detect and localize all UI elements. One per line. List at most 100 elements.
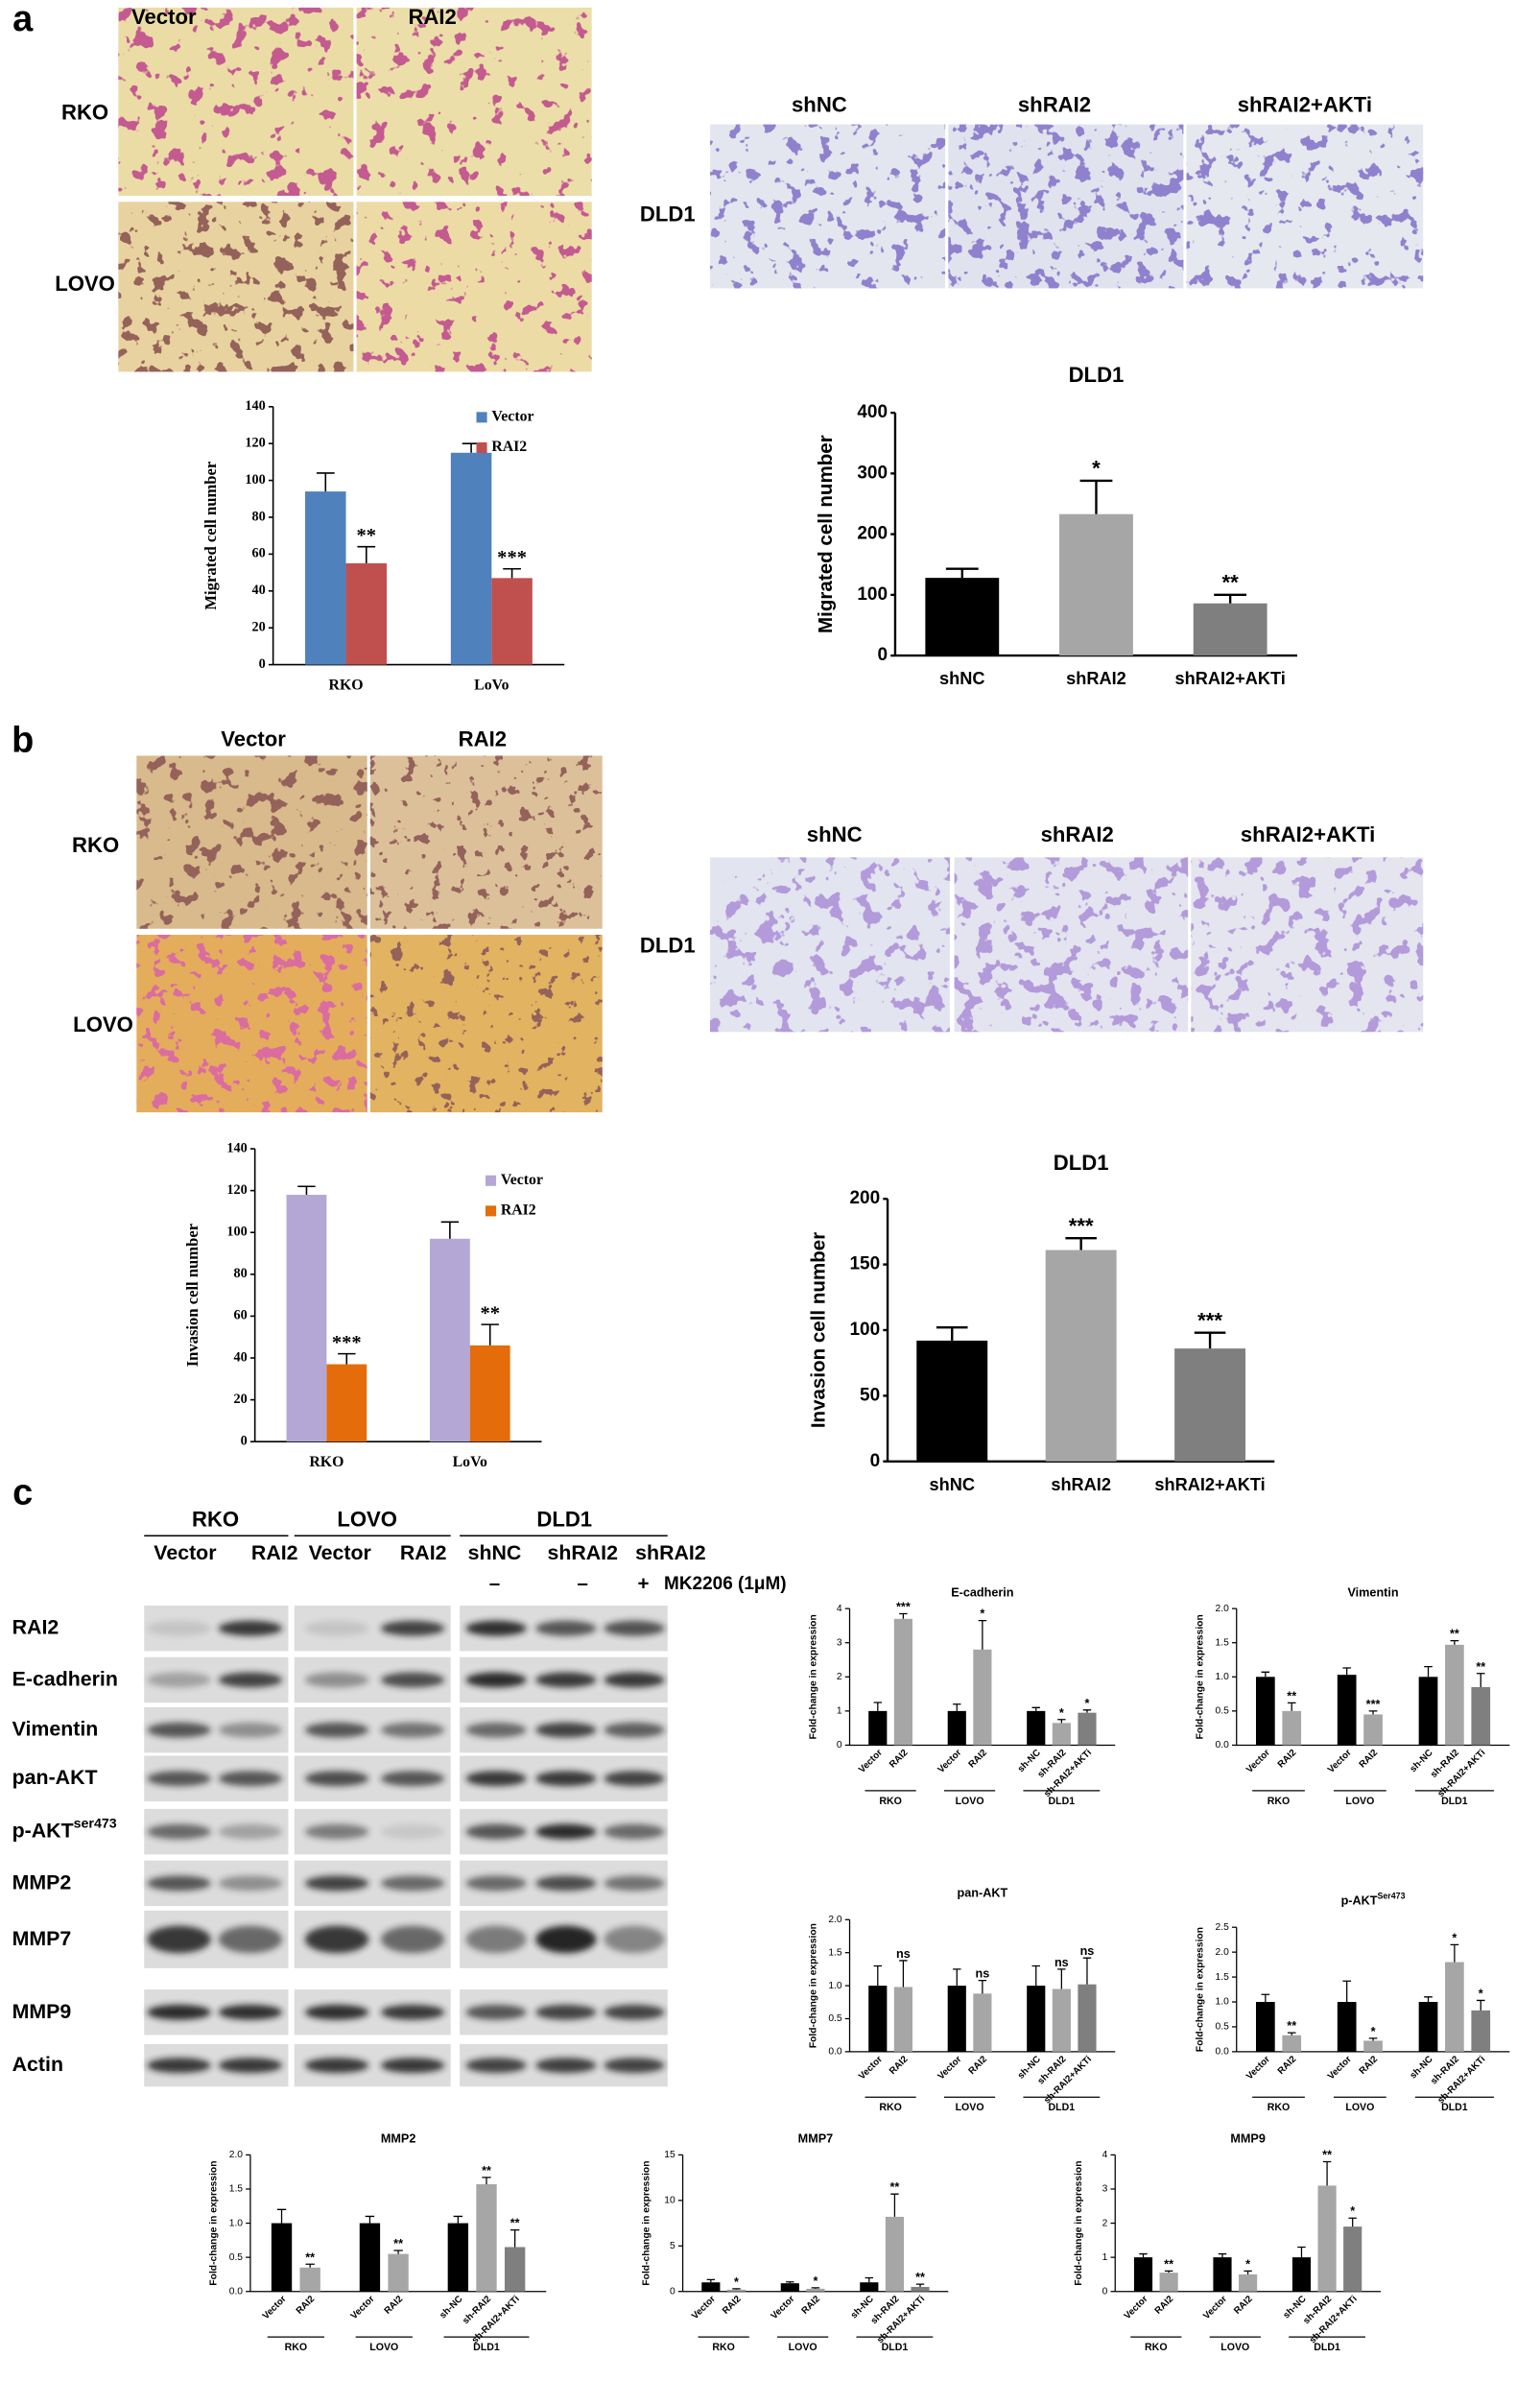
significance-label: * <box>1085 1697 1090 1710</box>
legend-swatch <box>486 1205 497 1217</box>
blot-band <box>380 1823 445 1840</box>
y-tick-label: 4 <box>837 1604 842 1614</box>
error-bar <box>453 2215 463 2224</box>
bar <box>925 578 1000 656</box>
error-bar <box>1065 1237 1097 1250</box>
bar <box>1027 1710 1046 1746</box>
bar <box>1418 1677 1438 1746</box>
bar <box>885 2216 905 2292</box>
blot-band <box>465 1875 527 1892</box>
column-label: shNC <box>792 93 847 117</box>
y-tick-label: 2.0 <box>828 1915 842 1925</box>
error-bar <box>873 1964 882 1987</box>
blot-band <box>304 2058 369 2074</box>
y-tick-label: 0 <box>259 656 266 672</box>
lane-label: Vector <box>154 1541 216 1564</box>
group-label: DLD1 <box>473 2342 500 2353</box>
error-bar <box>1424 1996 1433 2003</box>
x-tick-label: shNC <box>930 1475 975 1494</box>
significance-label: *** <box>332 1332 362 1353</box>
x-tick-label: RKO <box>329 677 364 693</box>
group-label: RKO <box>1145 2342 1168 2353</box>
y-tick-label: 10 <box>664 2196 675 2206</box>
significance-label: * <box>734 2275 739 2289</box>
group-label: RKO <box>879 2102 902 2113</box>
blot-band <box>147 1771 211 1787</box>
y-axis-label: Fold-change in expression <box>1196 1614 1206 1739</box>
blot-band <box>535 1771 597 1787</box>
panel-label: a <box>12 0 34 39</box>
micrograph-cells <box>356 202 592 372</box>
error-bar <box>873 1702 882 1711</box>
protein-name: MMP7 <box>12 1926 72 1949</box>
group-label: DLD1 <box>1049 1796 1076 1807</box>
treatment-mark: + <box>637 1572 649 1594</box>
group-label: LOVO <box>1345 2102 1374 2113</box>
blot-band <box>218 2004 283 2020</box>
bar <box>305 491 346 665</box>
blot-band <box>147 1722 211 1738</box>
error-bar <box>1342 1980 1352 2003</box>
significance-label: ** <box>1476 1660 1485 1674</box>
error-bar <box>1368 2037 1378 2041</box>
y-tick-label: 80 <box>234 1266 248 1281</box>
y-tick-label: 40 <box>252 583 266 598</box>
bar <box>345 562 388 665</box>
y-tick-label: 0 <box>877 645 888 665</box>
bar <box>1052 1723 1071 1746</box>
significance-label: ns <box>1080 1944 1095 1958</box>
significance-label: ** <box>915 2271 925 2284</box>
error-bar <box>786 2281 794 2284</box>
bar <box>1027 1986 1046 2052</box>
bar <box>299 2267 320 2292</box>
x-tick-label: LoVo <box>453 1454 487 1470</box>
blot-band <box>380 1771 445 1787</box>
bar <box>1343 2226 1362 2292</box>
y-tick-label: 1.0 <box>1216 1672 1230 1682</box>
y-tick-label: 0 <box>1102 2286 1108 2297</box>
column-label: shNC <box>807 822 863 846</box>
error-bar <box>509 2229 520 2248</box>
y-tick-label: 120 <box>245 435 265 450</box>
y-tick-label: 2.0 <box>1216 1947 1230 1958</box>
group-label: LOVO <box>956 2102 984 2113</box>
blot-band <box>604 1925 665 1954</box>
bar <box>860 2282 879 2292</box>
y-tick-label: 0.0 <box>1216 1740 1230 1750</box>
micrograph-cells <box>710 857 950 1033</box>
y-tick-label: 15 <box>664 2150 675 2160</box>
blot-band <box>304 1925 369 1954</box>
error-bar <box>1450 1943 1459 1963</box>
error-bar <box>440 1221 460 1239</box>
y-tick-label: 300 <box>857 463 888 483</box>
bar <box>286 1194 327 1442</box>
row-label: LOVO <box>55 272 115 296</box>
treatment-mark: – <box>489 1572 500 1594</box>
blot-band <box>380 2004 445 2020</box>
blot-band <box>380 2058 445 2074</box>
error-bar <box>1476 1673 1485 1687</box>
blot-band <box>604 1722 665 1738</box>
legend-swatch <box>476 441 487 454</box>
legend-label: Vector <box>491 408 533 424</box>
group-label: RKO <box>712 2342 735 2353</box>
significance-label: ** <box>1322 2149 1332 2162</box>
bar <box>973 1993 992 2052</box>
error-bar <box>393 2250 403 2254</box>
bar <box>491 578 533 665</box>
lane-label: Vector <box>309 1541 371 1564</box>
blot-band <box>604 1823 665 1840</box>
blot-band <box>535 1722 597 1738</box>
blot-band <box>304 2004 369 2020</box>
y-tick-label: 60 <box>234 1308 248 1323</box>
error-bar <box>1057 1968 1066 1989</box>
bar <box>1363 1714 1383 1746</box>
bar <box>1078 1984 1097 2052</box>
error-bar <box>1194 1331 1226 1349</box>
significance-label: * <box>1479 1987 1483 2000</box>
column-label: Vector <box>221 726 286 750</box>
blot-band <box>218 1620 283 1636</box>
row-label: DLD1 <box>640 934 696 958</box>
protein-name: Vimentin <box>12 1717 99 1740</box>
protein-label: Actin <box>12 2053 63 2076</box>
